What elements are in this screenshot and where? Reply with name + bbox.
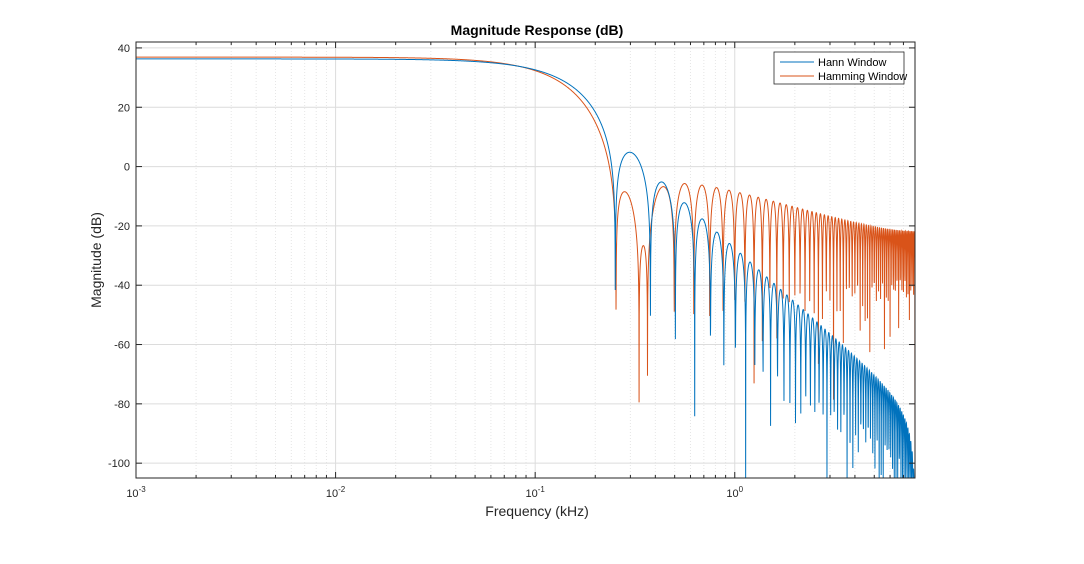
x-axis-label: Frequency (kHz) bbox=[485, 503, 588, 519]
plot-background bbox=[136, 42, 915, 478]
x-tick-label: 10-3 bbox=[126, 485, 146, 500]
y-tick-label: -40 bbox=[114, 280, 130, 292]
grid-lines bbox=[135, 42, 916, 478]
x-tick-label: 10-2 bbox=[326, 485, 346, 500]
y-tick-label: -20 bbox=[114, 221, 130, 233]
x-tick-label: 10-1 bbox=[525, 485, 545, 500]
y-tick-label: 20 bbox=[118, 102, 130, 114]
legend-label-hamming: Hamming Window bbox=[818, 71, 907, 83]
legend-label-hann: Hann Window bbox=[818, 57, 887, 69]
x-tick-label: 100 bbox=[726, 485, 743, 500]
y-tick-labels: 40 20 0 -20 -40 -60 -80 -100 bbox=[108, 43, 130, 470]
legend-box bbox=[773, 51, 905, 85]
plot-box bbox=[135, 41, 916, 479]
y-tick-label: 0 bbox=[124, 162, 130, 174]
chart-title: Magnitude Response (dB) bbox=[451, 22, 624, 38]
y-tick-label: -80 bbox=[114, 399, 130, 411]
series-line-hann bbox=[136, 58, 915, 478]
y-tick-label: -100 bbox=[108, 458, 130, 470]
series-lines bbox=[136, 56, 915, 478]
y-tick-label: 40 bbox=[118, 43, 130, 55]
plot-axes[interactable]: 40 20 0 -20 -40 -60 -80 -100 10-3 10-2 10-1 100 bbox=[108, 41, 916, 500]
legend[interactable]: Hann Window Hamming Window bbox=[773, 51, 907, 85]
y-tick-label: -60 bbox=[114, 340, 130, 352]
x-tick-labels: 10-3 10-2 10-1 100 bbox=[126, 485, 743, 500]
axis-ticks bbox=[135, 42, 916, 478]
y-axis-label: Magnitude (dB) bbox=[88, 212, 104, 308]
